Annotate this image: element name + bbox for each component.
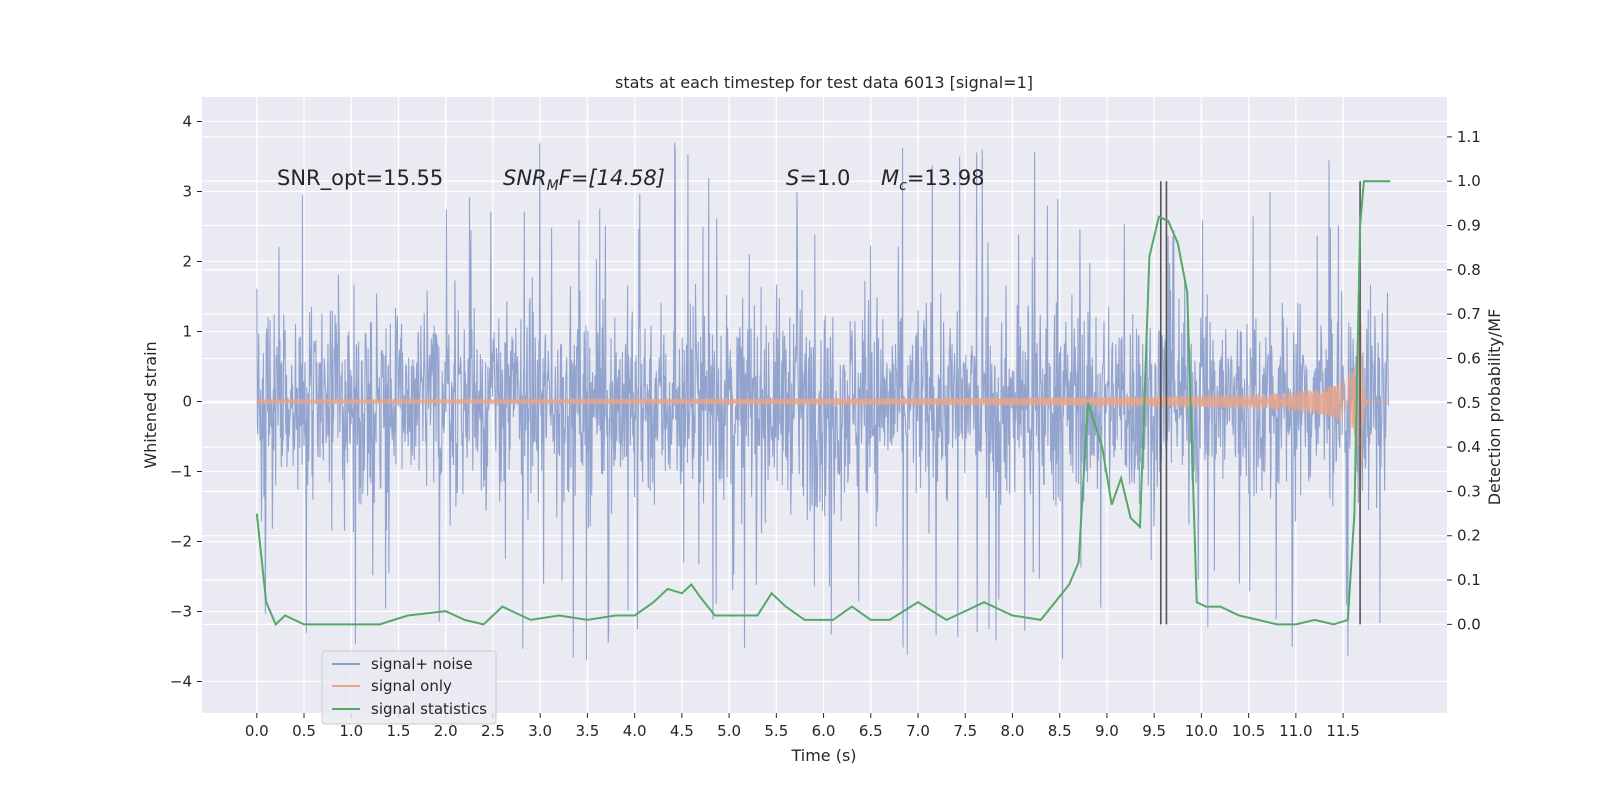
y-left-tick-label: −2 — [170, 533, 192, 551]
x-tick-label: 9.5 — [1142, 722, 1166, 740]
y-right-tick-label: 0.1 — [1457, 571, 1481, 589]
y-right-tick-label: 0.7 — [1457, 305, 1481, 323]
x-tick-label: 11.5 — [1326, 722, 1359, 740]
y-left-tick-label: 0 — [182, 393, 192, 411]
x-tick-label: 1.0 — [339, 722, 363, 740]
legend-label-signal: signal only — [371, 677, 452, 695]
x-tick-label: 3.0 — [528, 722, 552, 740]
signal-only-series — [256, 239, 1389, 570]
y-left-tick-label: −1 — [170, 463, 192, 481]
y-axis-left-label: Whitened strain — [141, 341, 160, 468]
x-tick-label: 9.0 — [1095, 722, 1119, 740]
x-tick-label: 0.5 — [292, 722, 316, 740]
y-left-tick-label: −4 — [170, 673, 192, 691]
y-left-tick-label: −3 — [170, 603, 192, 621]
x-tick-label: 2.5 — [481, 722, 505, 740]
signal-noise-series — [256, 142, 1389, 660]
annotations: SNR_opt=15.55 SNRMF=[14.58] S=1.0 Mc=13.… — [277, 166, 985, 194]
annotation-s: S=1.0 — [786, 166, 850, 190]
annotation-snr-opt: SNR_opt=15.55 — [277, 166, 443, 191]
x-tick-label: 3.5 — [575, 722, 599, 740]
x-tick-label: 7.5 — [953, 722, 977, 740]
x-tick-label: 7.0 — [906, 722, 930, 740]
x-tick-label: 5.5 — [764, 722, 788, 740]
x-tick-label: 10.0 — [1185, 722, 1218, 740]
x-tick-label: 4.0 — [623, 722, 647, 740]
y-left-tick-label: 2 — [182, 253, 192, 271]
x-tick-label: 10.5 — [1232, 722, 1265, 740]
y-axis-right-ticks: 1.1 1.0 0.9 0.8 0.7 0.6 0.5 0.4 0.3 0.2 0.1 0.0 — [1447, 128, 1481, 633]
signal-statistics-series — [255, 180, 1391, 627]
legend-label-statistics: signal statistics — [371, 700, 487, 718]
y-right-tick-label: 0.3 — [1457, 482, 1481, 500]
x-tick-label: 11.0 — [1279, 722, 1312, 740]
x-tick-label: 4.5 — [670, 722, 694, 740]
y-right-tick-label: 0.2 — [1457, 527, 1481, 545]
legend: signal+ noise signal only signal statist… — [321, 650, 497, 725]
x-tick-label: 8.0 — [1001, 722, 1025, 740]
x-tick-label: 8.5 — [1048, 722, 1072, 740]
y-left-tick-label: 1 — [182, 323, 192, 341]
x-tick-label: 6.5 — [859, 722, 883, 740]
annotation-mc: Mc=13.98 — [881, 166, 985, 194]
x-tick-label: 2.0 — [434, 722, 458, 740]
y-right-tick-label: 0.4 — [1457, 438, 1481, 456]
x-tick-label: 0.0 — [245, 722, 269, 740]
y-right-tick-label: 0.0 — [1457, 615, 1481, 633]
legend-box — [321, 650, 497, 725]
y-left-tick-label: 3 — [182, 183, 192, 201]
y-right-tick-label: 0.8 — [1457, 261, 1481, 279]
x-axis-ticks: 0.0 0.5 1.0 1.5 2.0 2.5 3.0 3.5 4.0 4.5 5.0 5.5 6.0 6… — [245, 713, 1360, 740]
y-right-tick-label: 0.6 — [1457, 349, 1481, 367]
y-right-tick-label: 0.9 — [1457, 217, 1481, 235]
y-left-tick-label: 4 — [182, 113, 192, 131]
legend-label-noise: signal+ noise — [371, 655, 473, 673]
y-axis-right-label: Detection probability/MF — [1485, 309, 1504, 506]
y-right-tick-label: 0.5 — [1457, 394, 1481, 412]
x-tick-label: 5.0 — [717, 722, 741, 740]
x-tick-label: 1.5 — [387, 722, 411, 740]
y-right-tick-label: 1.0 — [1457, 172, 1481, 190]
series-layer — [255, 142, 1391, 660]
x-tick-label: 6.0 — [812, 722, 836, 740]
y-axis-left-ticks: 4 3 2 1 0 −1 −2 −3 −4 — [170, 113, 202, 691]
annotation-snr-mf: SNRMF=[14.58] — [503, 166, 665, 194]
y-right-tick-label: 1.1 — [1457, 128, 1481, 146]
x-axis-label: Time (s) — [790, 746, 856, 765]
chart-title: stats at each timestep for test data 601… — [615, 73, 1033, 92]
